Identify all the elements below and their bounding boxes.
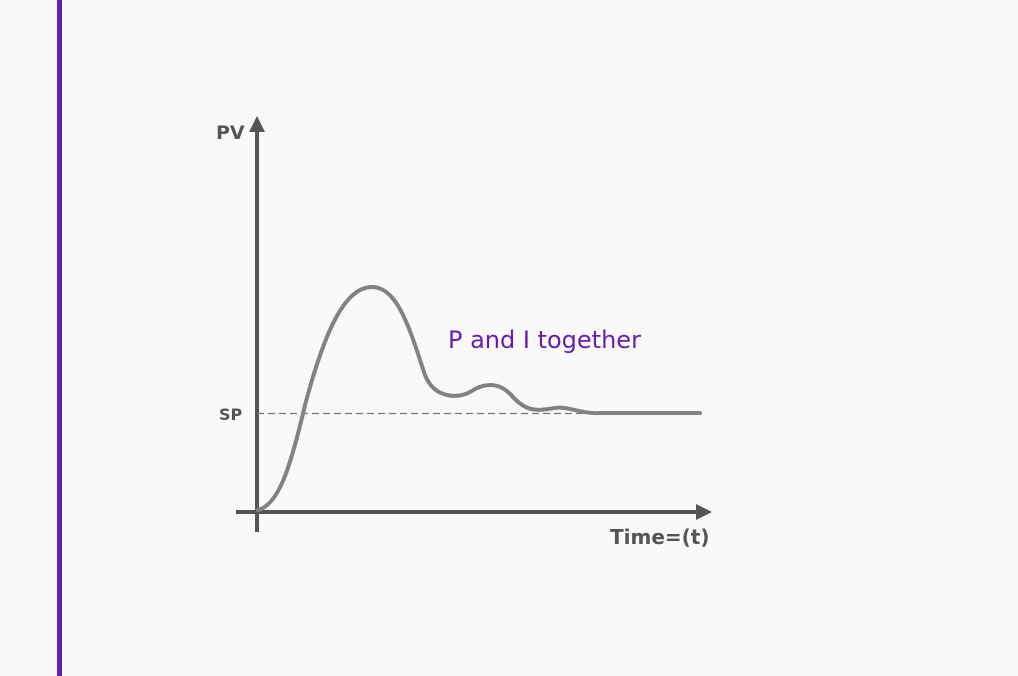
setpoint-label: SP (219, 405, 243, 424)
y-axis-arrowhead (249, 116, 265, 132)
accent-bar (57, 0, 62, 676)
curve-annotation: P and I together (448, 326, 641, 354)
response-curve (256, 285, 702, 512)
x-axis-label: Time=(t) (610, 525, 710, 549)
y-axis-label: PV (216, 122, 245, 144)
x-axis-arrowhead (696, 504, 712, 520)
